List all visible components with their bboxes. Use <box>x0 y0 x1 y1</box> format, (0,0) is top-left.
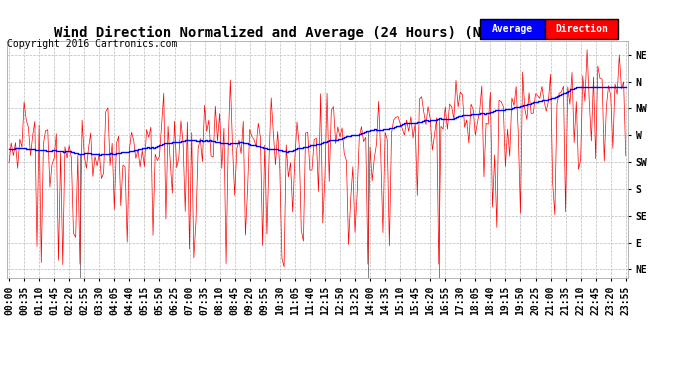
Text: Copyright 2016 Cartronics.com: Copyright 2016 Cartronics.com <box>7 39 177 50</box>
Text: Direction: Direction <box>555 24 608 34</box>
Text: Average: Average <box>492 24 533 34</box>
Title: Wind Direction Normalized and Average (24 Hours) (New) 20160908: Wind Direction Normalized and Average (2… <box>54 26 581 40</box>
